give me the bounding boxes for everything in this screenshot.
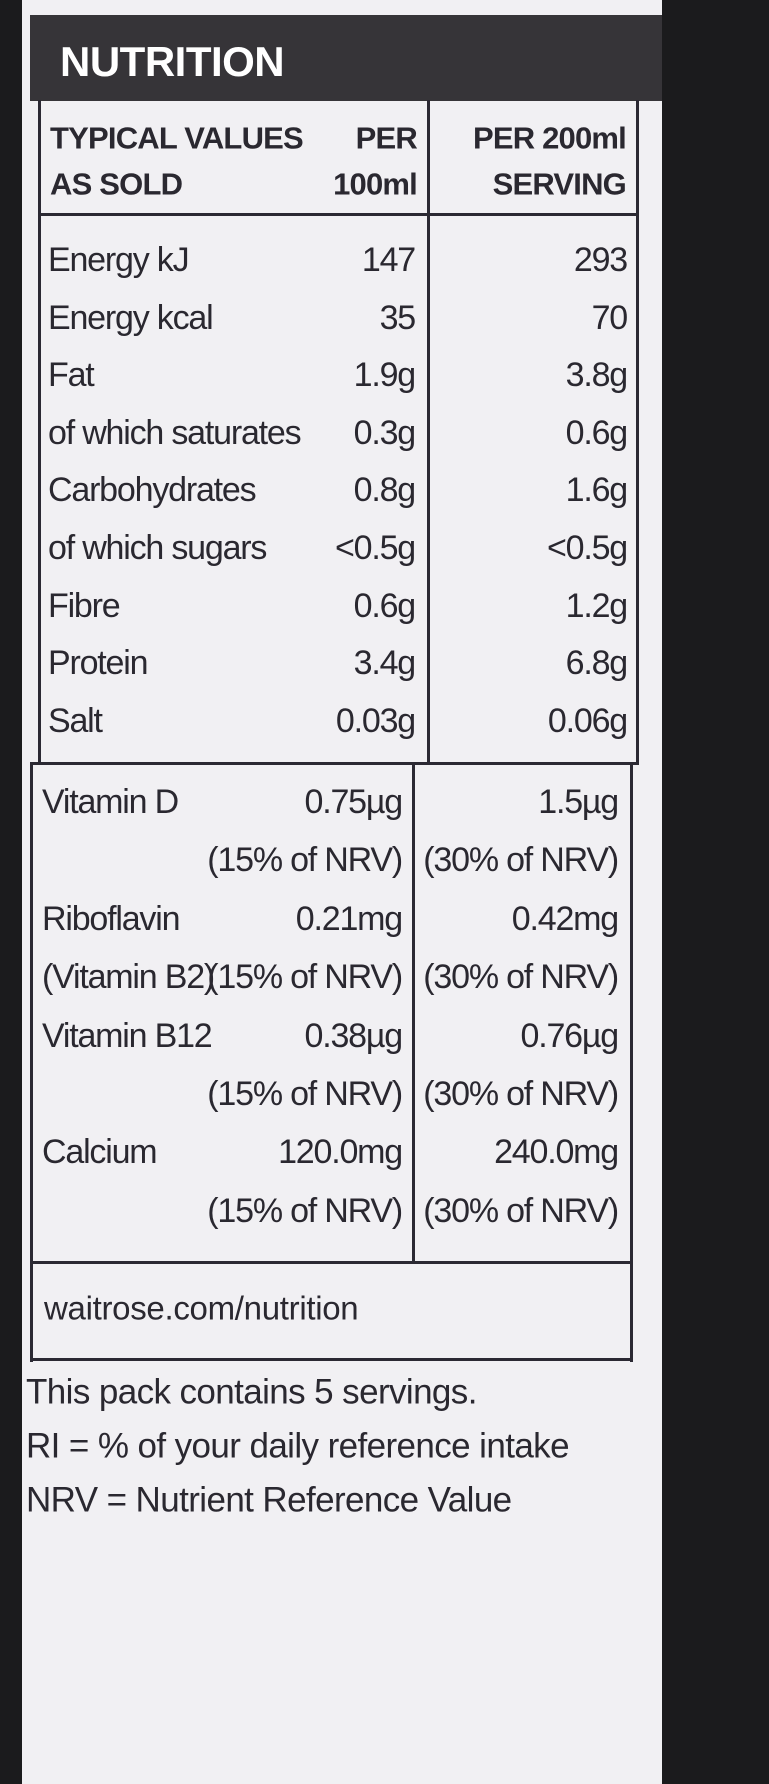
vitamin-name: (Vitamin B2) <box>42 958 215 997</box>
note: RI = % of your daily reference intake <box>26 1426 570 1466</box>
value-per-serving: 1.6g <box>565 471 629 510</box>
footer-link: waitrose.com/nutrition <box>44 1289 359 1327</box>
value-per-100ml: (15% of NRV) <box>207 958 403 997</box>
nutrient-name: of which sugars <box>48 529 267 567</box>
column-header: PER <box>355 120 418 156</box>
border <box>630 762 633 1362</box>
value-per-100ml: 0.8g <box>353 471 417 510</box>
nutrient-name: of which saturates <box>48 413 302 452</box>
nutrient-name: Energy kJ <box>48 241 190 279</box>
value-per-serving: 70 <box>591 298 629 337</box>
value-per-100ml: 1.9g <box>353 356 417 395</box>
column-divider <box>412 762 415 1262</box>
value-per-100ml: 0.21mg <box>295 899 403 938</box>
value-per-100ml: 147 <box>361 241 416 279</box>
value-per-100ml: (15% of NRV) <box>207 841 403 880</box>
column-header: AS SOLD <box>50 166 183 202</box>
value-per-serving: 6.8g <box>565 644 629 683</box>
value-per-serving: (30% of NRV) <box>423 1191 619 1230</box>
nutrient-name: Protein <box>48 644 149 683</box>
nutrient-name: Carbohydrates <box>48 471 257 510</box>
value-per-100ml: 0.38µg <box>304 1016 404 1055</box>
value-per-100ml: (15% of NRV) <box>207 1191 403 1230</box>
border <box>636 100 639 764</box>
row-divider <box>32 762 639 765</box>
title-band <box>30 15 662 101</box>
row-divider <box>30 1358 633 1361</box>
nutrient-name: Fibre <box>48 586 121 625</box>
nutrient-name: Fat <box>48 356 95 395</box>
vitamin-name: Vitamin B12 <box>42 1016 213 1055</box>
value-per-serving: (30% of NRV) <box>423 958 619 997</box>
value-per-serving: 0.06g <box>547 701 628 740</box>
note: NRV = Nutrient Reference Value <box>26 1480 512 1520</box>
value-per-serving: (30% of NRV) <box>423 1075 619 1113</box>
border <box>30 762 33 1362</box>
row-divider <box>38 213 639 216</box>
title: NUTRITION <box>60 38 285 85</box>
value-per-100ml: <0.5g <box>334 529 416 567</box>
value-per-100ml: (15% of NRV) <box>207 1075 403 1113</box>
vitamin-name: Calcium <box>42 1133 158 1172</box>
value-per-100ml: 0.75µg <box>304 783 404 821</box>
value-per-serving: 240.0mg <box>494 1133 619 1172</box>
column-header: PER 200ml <box>472 120 627 156</box>
value-per-serving: 0.42mg <box>511 899 619 938</box>
border <box>38 100 41 764</box>
column-header: 100ml <box>333 166 418 202</box>
value-per-serving: 1.5µg <box>538 783 619 821</box>
value-per-100ml: 0.6g <box>353 586 417 625</box>
value-per-serving: 293 <box>573 241 628 279</box>
nutrition-label: NUTRITION waitrose.com/nutrition TYPICAL… <box>22 0 662 1784</box>
value-per-serving: 1.2g <box>565 586 629 625</box>
value-per-serving: <0.5g <box>546 529 628 567</box>
value-per-100ml: 0.3g <box>353 413 417 452</box>
value-per-serving: 3.8g <box>565 356 629 395</box>
column-header: TYPICAL VALUES <box>50 120 304 156</box>
value-per-serving: 0.76µg <box>520 1016 620 1055</box>
column-divider <box>427 100 430 764</box>
nutrient-name: Energy kcal <box>48 298 214 337</box>
value-per-serving: 0.6g <box>565 413 629 452</box>
column-header: SERVING <box>492 166 627 202</box>
value-per-100ml: 3.4g <box>353 644 417 683</box>
row-divider <box>30 1261 633 1264</box>
value-per-100ml: 35 <box>379 298 417 337</box>
value-per-100ml: 120.0mg <box>278 1133 403 1172</box>
vitamin-name: Riboflavin <box>42 899 181 938</box>
note: This pack contains 5 servings. <box>26 1372 477 1412</box>
value-per-100ml: 0.03g <box>335 701 416 740</box>
vitamin-name: Vitamin D <box>42 783 179 821</box>
nutrient-name: Salt <box>48 701 103 740</box>
value-per-serving: (30% of NRV) <box>423 841 619 880</box>
